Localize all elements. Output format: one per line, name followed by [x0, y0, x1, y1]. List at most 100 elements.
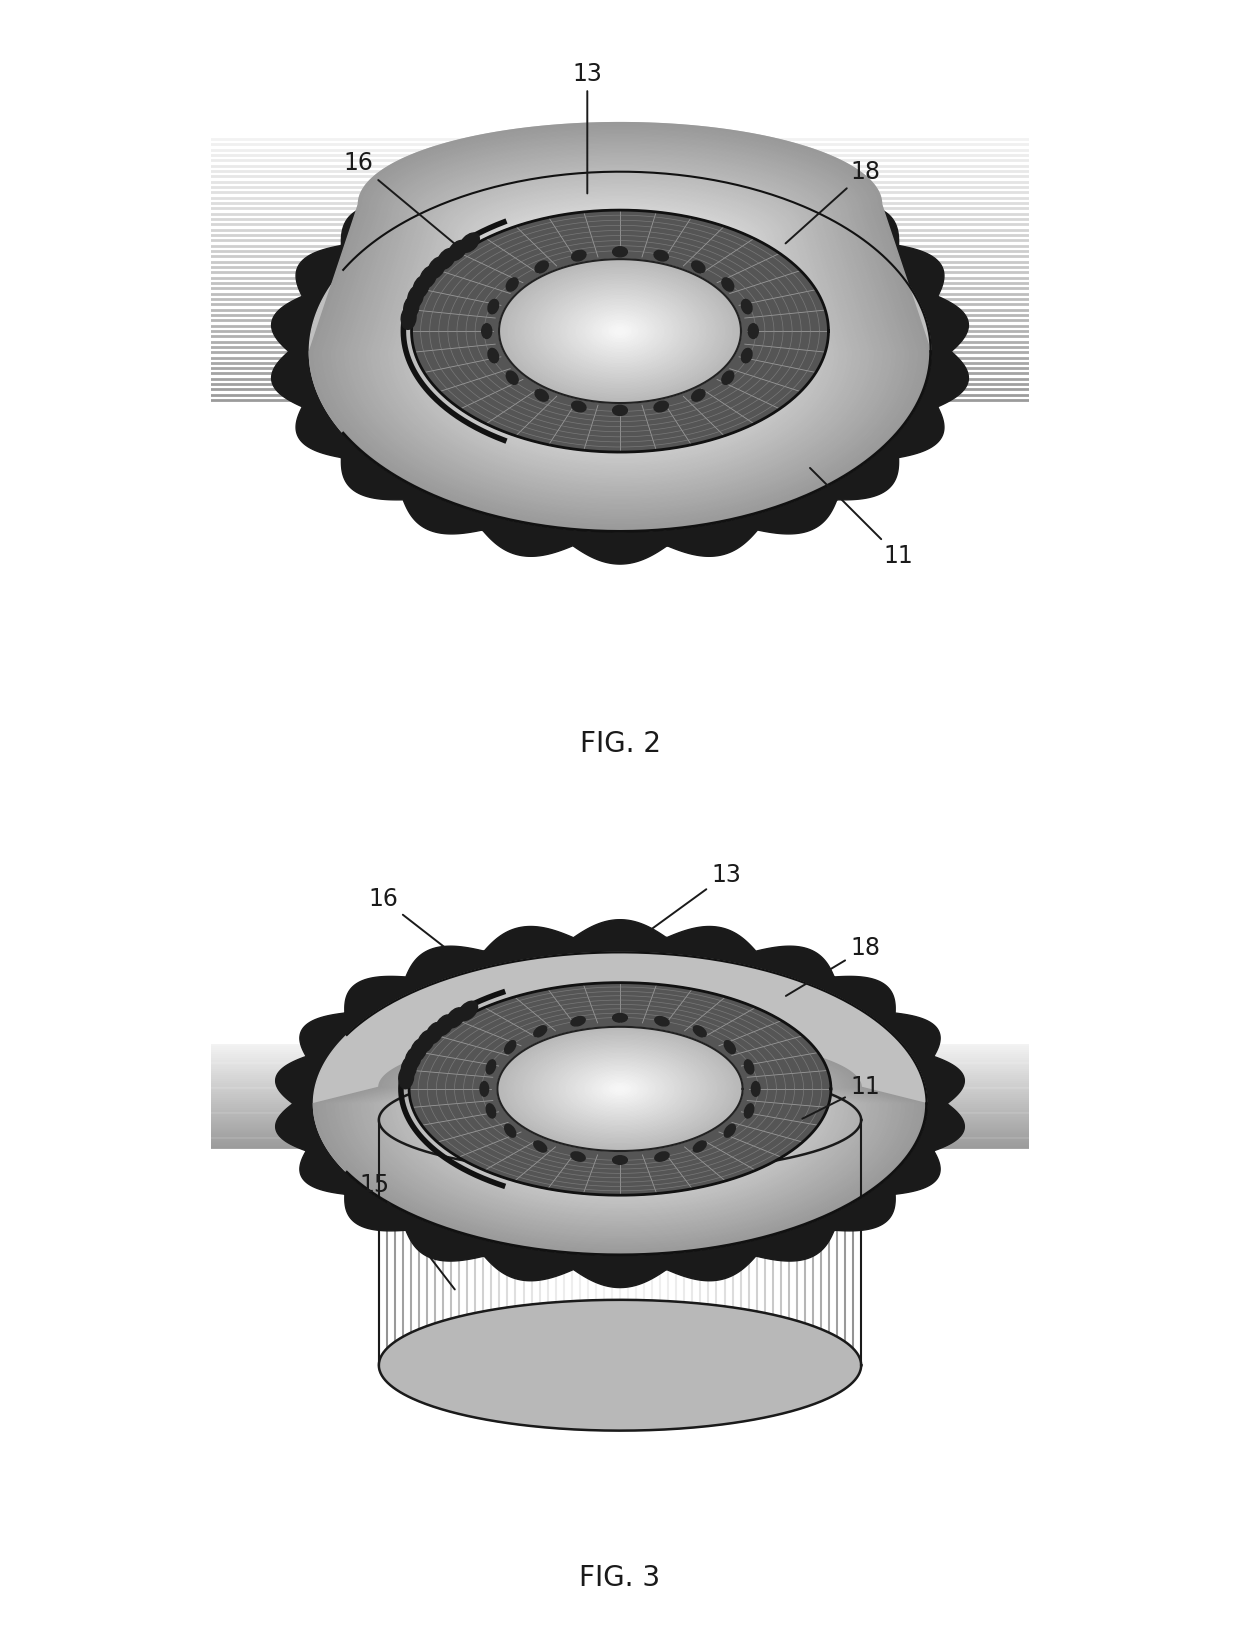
Ellipse shape [427, 1022, 443, 1043]
Polygon shape [611, 1084, 629, 1094]
Ellipse shape [722, 278, 734, 291]
Polygon shape [564, 262, 676, 384]
Polygon shape [552, 1082, 688, 1136]
Polygon shape [604, 1081, 636, 1097]
Polygon shape [496, 1071, 744, 1164]
Polygon shape [543, 249, 697, 396]
Polygon shape [569, 263, 671, 381]
Polygon shape [569, 1087, 671, 1128]
Polygon shape [455, 201, 785, 448]
Polygon shape [552, 1055, 688, 1123]
Polygon shape [314, 1035, 926, 1254]
Polygon shape [376, 159, 864, 494]
Polygon shape [567, 1061, 673, 1117]
Polygon shape [611, 325, 629, 337]
Ellipse shape [724, 1040, 735, 1053]
Polygon shape [498, 226, 742, 422]
Polygon shape [572, 1064, 668, 1113]
Polygon shape [384, 164, 856, 489]
Polygon shape [379, 160, 861, 490]
Ellipse shape [655, 1153, 670, 1161]
Polygon shape [352, 1041, 888, 1236]
Polygon shape [560, 1084, 680, 1133]
Polygon shape [322, 1037, 918, 1251]
Polygon shape [503, 227, 737, 419]
Polygon shape [470, 1066, 770, 1177]
Polygon shape [532, 278, 708, 384]
Polygon shape [367, 154, 873, 499]
Polygon shape [600, 1079, 640, 1099]
Polygon shape [543, 1050, 697, 1128]
Polygon shape [531, 1079, 709, 1148]
Polygon shape [444, 1061, 796, 1190]
Ellipse shape [692, 389, 706, 401]
Polygon shape [584, 309, 656, 353]
Polygon shape [435, 1059, 805, 1195]
Polygon shape [456, 1063, 784, 1184]
Polygon shape [564, 1061, 676, 1117]
Ellipse shape [486, 1059, 496, 1074]
Ellipse shape [751, 1082, 760, 1095]
Polygon shape [593, 316, 647, 347]
Polygon shape [348, 144, 892, 508]
Polygon shape [603, 320, 637, 342]
Polygon shape [552, 253, 688, 391]
Polygon shape [481, 216, 759, 432]
Ellipse shape [480, 1082, 489, 1095]
Polygon shape [595, 316, 645, 347]
Polygon shape [500, 1028, 740, 1149]
Text: 18: 18 [786, 937, 880, 996]
Polygon shape [544, 1051, 696, 1127]
Polygon shape [396, 1051, 844, 1215]
Polygon shape [495, 222, 745, 425]
Text: 13: 13 [639, 863, 742, 938]
Ellipse shape [613, 1014, 627, 1022]
Polygon shape [523, 1040, 717, 1138]
Polygon shape [588, 1073, 652, 1105]
Ellipse shape [505, 1040, 516, 1053]
Polygon shape [465, 1066, 775, 1180]
Polygon shape [517, 1076, 723, 1154]
Ellipse shape [613, 405, 627, 415]
Polygon shape [340, 139, 900, 513]
Ellipse shape [570, 1017, 585, 1025]
Polygon shape [362, 152, 878, 500]
Polygon shape [508, 1074, 732, 1159]
Polygon shape [582, 307, 658, 355]
Polygon shape [422, 1056, 818, 1202]
Polygon shape [413, 1055, 827, 1205]
Ellipse shape [722, 371, 734, 384]
Polygon shape [567, 299, 673, 363]
Polygon shape [558, 294, 682, 368]
Polygon shape [348, 1041, 892, 1238]
Polygon shape [424, 185, 816, 464]
Polygon shape [370, 1046, 870, 1226]
Polygon shape [529, 278, 711, 384]
Polygon shape [588, 312, 652, 350]
Polygon shape [529, 242, 711, 404]
Polygon shape [335, 1038, 905, 1244]
Polygon shape [518, 1038, 722, 1140]
Polygon shape [309, 123, 931, 531]
Polygon shape [521, 237, 719, 409]
Polygon shape [428, 186, 812, 463]
Polygon shape [520, 271, 720, 391]
Polygon shape [506, 263, 734, 399]
Polygon shape [508, 265, 732, 397]
Polygon shape [539, 1081, 701, 1143]
Ellipse shape [402, 1056, 417, 1079]
Ellipse shape [653, 250, 668, 262]
Polygon shape [598, 317, 642, 345]
Ellipse shape [744, 1104, 754, 1118]
Polygon shape [560, 296, 680, 366]
Text: 11: 11 [810, 468, 913, 567]
Polygon shape [527, 276, 713, 386]
Ellipse shape [506, 371, 518, 384]
Ellipse shape [460, 234, 480, 252]
Polygon shape [336, 137, 904, 517]
Ellipse shape [459, 1001, 477, 1020]
Polygon shape [461, 1064, 779, 1182]
Ellipse shape [404, 296, 419, 319]
Polygon shape [379, 1066, 861, 1431]
Polygon shape [501, 260, 739, 402]
